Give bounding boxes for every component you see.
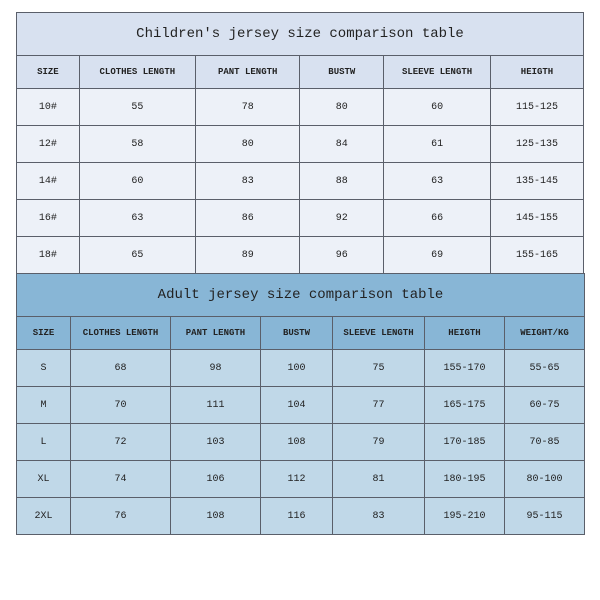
adult-col-height: HEIGTH xyxy=(425,317,505,350)
cell: 135-145 xyxy=(491,163,584,200)
cell: 95-115 xyxy=(505,498,585,535)
cell: 55-65 xyxy=(505,350,585,387)
children-col-sleeve: SLEEVE LENGTH xyxy=(384,56,491,89)
cell: 76 xyxy=(71,498,171,535)
cell: 74 xyxy=(71,461,171,498)
cell: 80 xyxy=(195,126,300,163)
cell: 125-135 xyxy=(491,126,584,163)
cell: 84 xyxy=(300,126,384,163)
cell: 63 xyxy=(384,163,491,200)
cell: 165-175 xyxy=(425,387,505,424)
cell: 79 xyxy=(333,424,425,461)
cell: S xyxy=(17,350,71,387)
table-row: 12#58808461125-135 xyxy=(17,126,584,163)
children-header-row: SIZE CLOTHES LENGTH PANT LENGTH BUSTW SL… xyxy=(17,56,584,89)
cell: 81 xyxy=(333,461,425,498)
cell: 155-165 xyxy=(491,237,584,274)
cell: 77 xyxy=(333,387,425,424)
adult-body: S689810075155-17055-65M7011110477165-175… xyxy=(17,350,585,535)
cell: 96 xyxy=(300,237,384,274)
children-size-table: Children's jersey size comparison table … xyxy=(16,12,584,274)
cell: 60 xyxy=(79,163,195,200)
adult-title: Adult jersey size comparison table xyxy=(17,274,585,317)
cell: L xyxy=(17,424,71,461)
cell: 115-125 xyxy=(491,89,584,126)
cell: 65 xyxy=(79,237,195,274)
cell: 83 xyxy=(333,498,425,535)
cell: 180-195 xyxy=(425,461,505,498)
cell: 60 xyxy=(384,89,491,126)
cell: 60-75 xyxy=(505,387,585,424)
cell: 100 xyxy=(261,350,333,387)
adult-col-bust: BUSTW xyxy=(261,317,333,350)
cell: 116 xyxy=(261,498,333,535)
cell: 70 xyxy=(71,387,171,424)
cell: 88 xyxy=(300,163,384,200)
children-col-bust: BUSTW xyxy=(300,56,384,89)
cell: 63 xyxy=(79,200,195,237)
cell: 78 xyxy=(195,89,300,126)
children-col-pant: PANT LENGTH xyxy=(195,56,300,89)
adult-col-pant: PANT LENGTH xyxy=(171,317,261,350)
cell: 155-170 xyxy=(425,350,505,387)
cell: 66 xyxy=(384,200,491,237)
cell: 10# xyxy=(17,89,80,126)
cell: 55 xyxy=(79,89,195,126)
table-row: L7210310879170-18570-85 xyxy=(17,424,585,461)
table-row: 10#55788060115-125 xyxy=(17,89,584,126)
cell: 92 xyxy=(300,200,384,237)
cell: 58 xyxy=(79,126,195,163)
cell: 98 xyxy=(171,350,261,387)
children-col-height: HEIGTH xyxy=(491,56,584,89)
table-row: S689810075155-17055-65 xyxy=(17,350,585,387)
cell: 145-155 xyxy=(491,200,584,237)
cell: 104 xyxy=(261,387,333,424)
adult-header-row: SIZE CLOTHES LENGTH PANT LENGTH BUSTW SL… xyxy=(17,317,585,350)
cell: 106 xyxy=(171,461,261,498)
cell: XL xyxy=(17,461,71,498)
cell: 83 xyxy=(195,163,300,200)
cell: 2XL xyxy=(17,498,71,535)
cell: 12# xyxy=(17,126,80,163)
table-row: XL7410611281180-19580-100 xyxy=(17,461,585,498)
cell: 108 xyxy=(261,424,333,461)
cell: 80-100 xyxy=(505,461,585,498)
cell: 72 xyxy=(71,424,171,461)
cell: 16# xyxy=(17,200,80,237)
cell: 68 xyxy=(71,350,171,387)
adult-title-row: Adult jersey size comparison table xyxy=(17,274,585,317)
cell: 14# xyxy=(17,163,80,200)
adult-col-sleeve: SLEEVE LENGTH xyxy=(333,317,425,350)
cell: 69 xyxy=(384,237,491,274)
cell: 111 xyxy=(171,387,261,424)
cell: 108 xyxy=(171,498,261,535)
cell: 80 xyxy=(300,89,384,126)
children-col-size: SIZE xyxy=(17,56,80,89)
table-row: 18#65899669155-165 xyxy=(17,237,584,274)
children-title-row: Children's jersey size comparison table xyxy=(17,13,584,56)
adult-col-clothes: CLOTHES LENGTH xyxy=(71,317,171,350)
adult-size-table: Adult jersey size comparison table SIZE … xyxy=(16,273,585,535)
cell: 61 xyxy=(384,126,491,163)
cell: 195-210 xyxy=(425,498,505,535)
children-col-clothes: CLOTHES LENGTH xyxy=(79,56,195,89)
table-row: 14#60838863135-145 xyxy=(17,163,584,200)
children-body: 10#55788060115-12512#58808461125-13514#6… xyxy=(17,89,584,274)
children-title: Children's jersey size comparison table xyxy=(17,13,584,56)
adult-col-size: SIZE xyxy=(17,317,71,350)
cell: M xyxy=(17,387,71,424)
adult-col-weight: WEIGHT/KG xyxy=(505,317,585,350)
cell: 70-85 xyxy=(505,424,585,461)
cell: 103 xyxy=(171,424,261,461)
cell: 89 xyxy=(195,237,300,274)
cell: 75 xyxy=(333,350,425,387)
cell: 170-185 xyxy=(425,424,505,461)
cell: 112 xyxy=(261,461,333,498)
table-row: 16#63869266145-155 xyxy=(17,200,584,237)
cell: 18# xyxy=(17,237,80,274)
table-row: M7011110477165-17560-75 xyxy=(17,387,585,424)
cell: 86 xyxy=(195,200,300,237)
table-row: 2XL7610811683195-21095-115 xyxy=(17,498,585,535)
